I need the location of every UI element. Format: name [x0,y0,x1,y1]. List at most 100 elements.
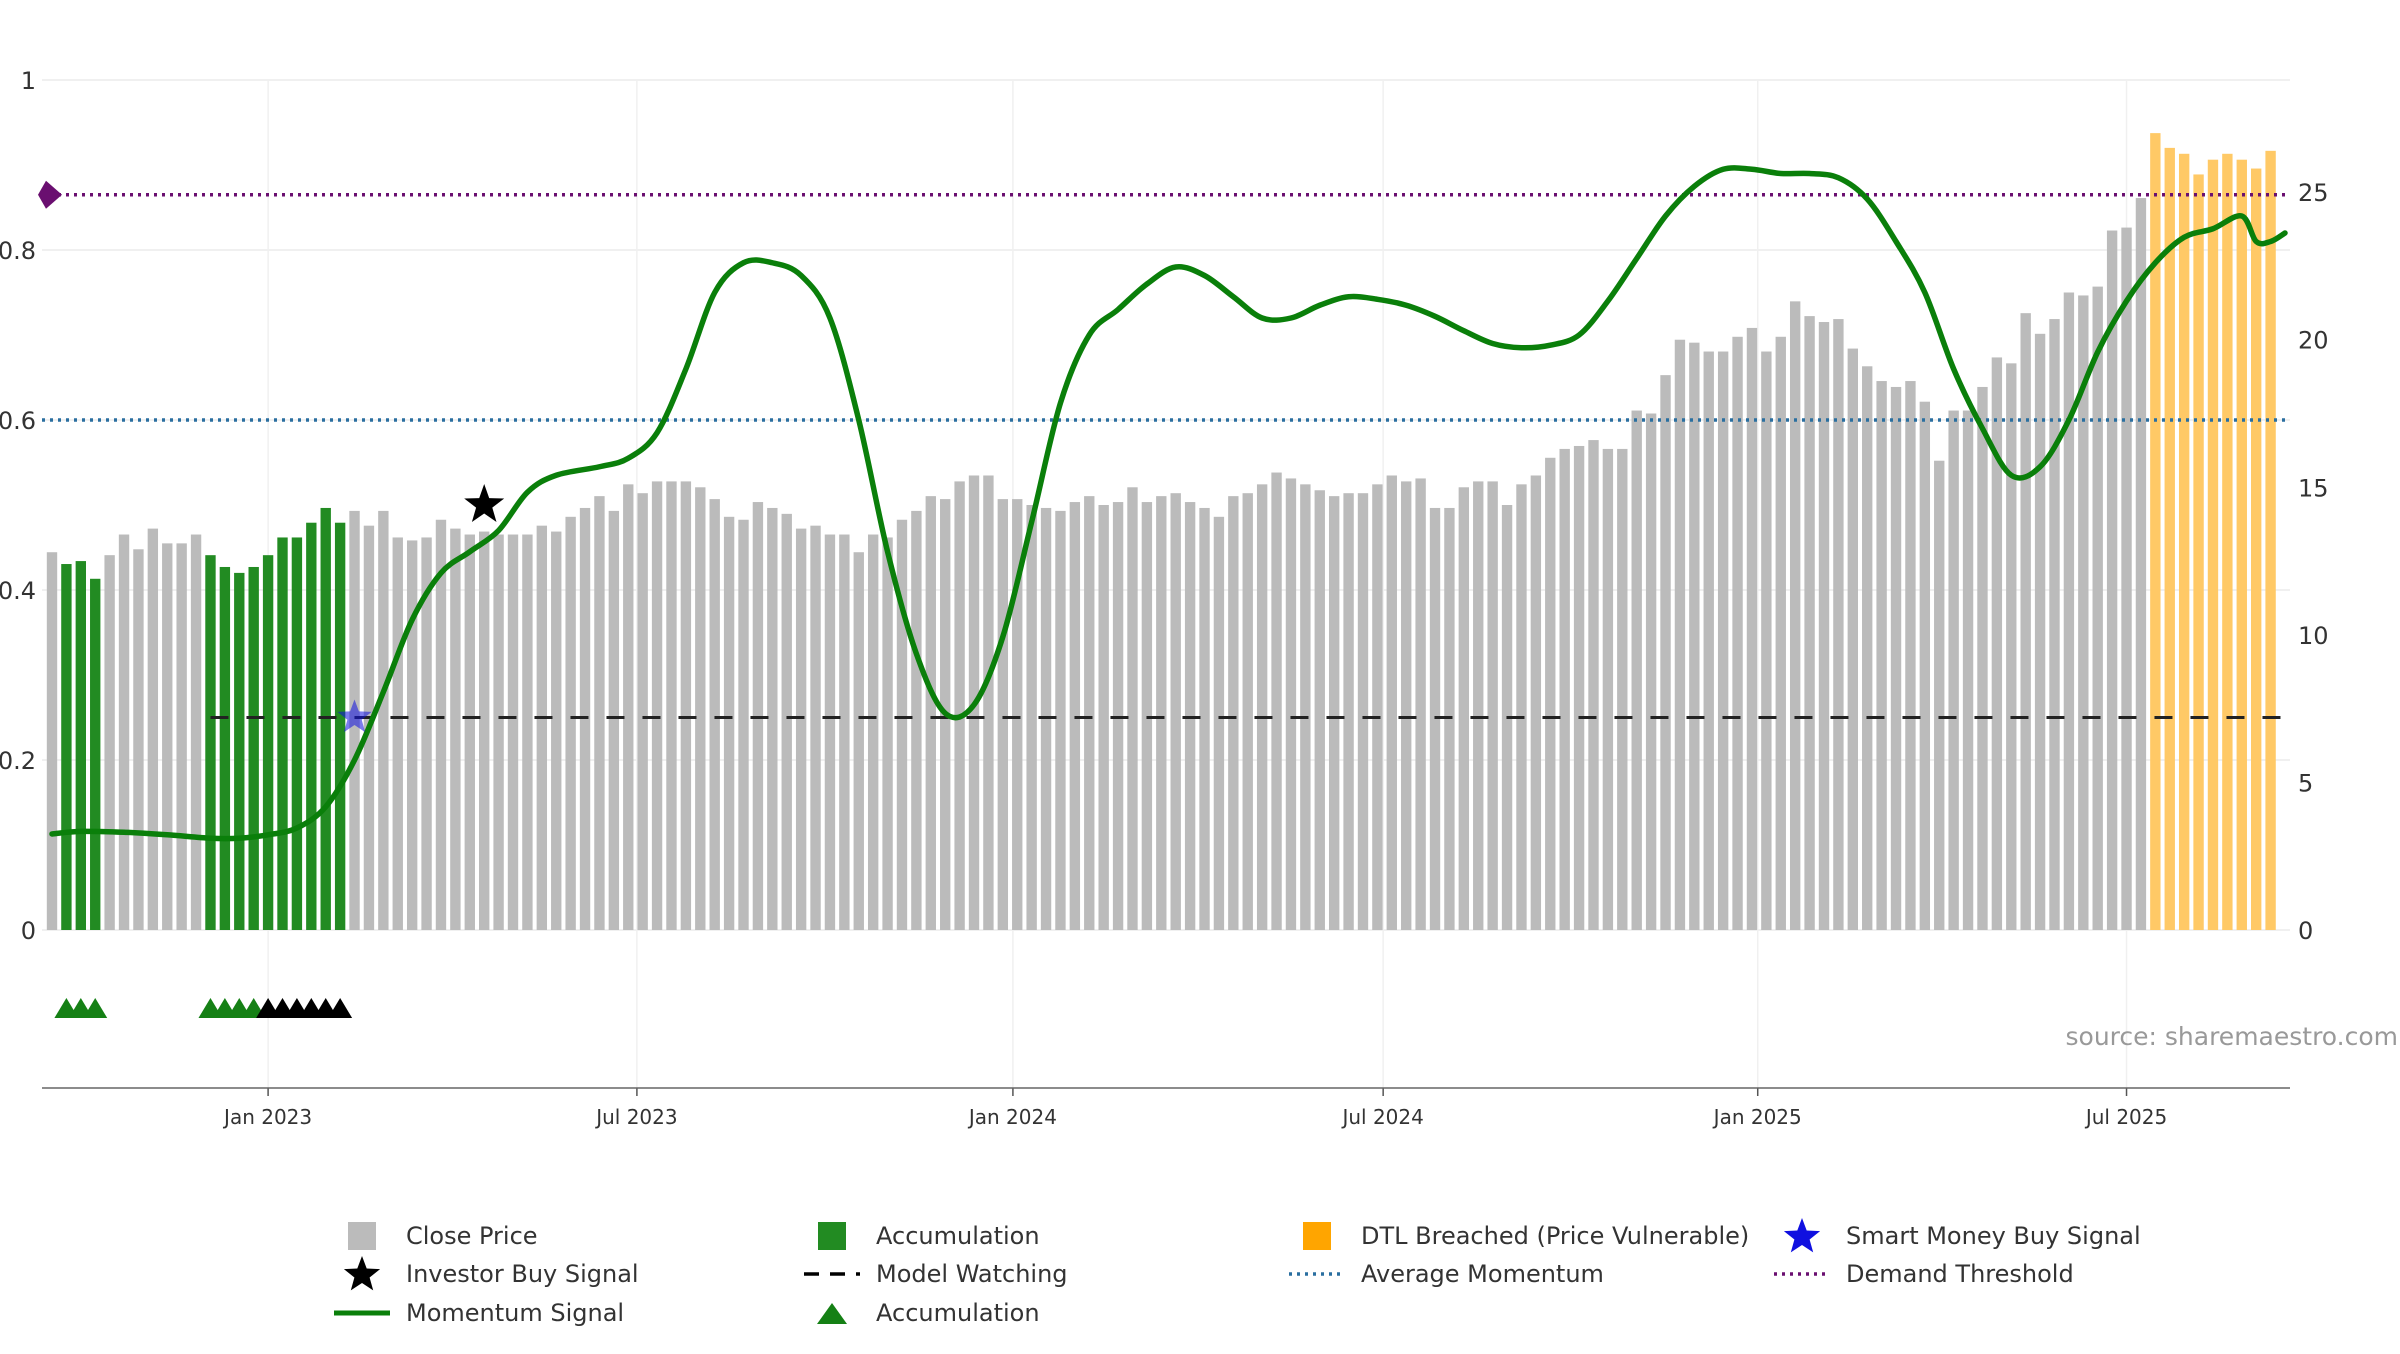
close-price-bar [1199,508,1209,930]
close-price-bar [1300,484,1310,930]
close-price-bar [724,517,734,930]
left-tick-label: 0.4 [0,577,36,605]
close-price-bar [1704,352,1714,930]
close-price-bar [637,493,647,930]
accumulation-bar [306,523,316,930]
close-price-bar [565,517,575,930]
close-price-bar [133,549,143,930]
close-price-bar [710,499,720,930]
close-price-bar [2136,198,2146,930]
right-tick-label: 15 [2298,474,2329,502]
close-price-bar [738,520,748,930]
close-price-bar [825,535,835,930]
close-price-bar [1718,352,1728,930]
close-price-bar [1214,517,1224,930]
close-price-bar [2035,334,2045,930]
close-price-bar [1732,337,1742,930]
accumulation-bar [234,573,244,930]
accumulation-bar [335,523,345,930]
close-price-bar [1848,349,1858,930]
close-price-bar [1329,496,1339,930]
breached-bar [2179,154,2189,930]
close-price-bar [493,535,503,930]
left-tick-label: 0.6 [0,407,36,435]
x-tick-label: Jul 2024 [1340,1105,1423,1129]
close-price-bar [47,552,57,930]
breached-bar [2251,169,2261,930]
close-price-bar [1819,322,1829,930]
breached-bar [2193,174,2203,930]
close-price-bar [1473,481,1483,930]
left-tick-label: 0.8 [0,237,36,265]
close-price-bar [176,543,186,930]
close-price-bar [796,529,806,930]
close-price-bar [1358,493,1368,930]
close-price-bar [954,481,964,930]
close-price-bar [1487,481,1497,930]
x-tick-label: Jul 2025 [2084,1105,2167,1129]
close-price-bar [1934,461,1944,930]
left-tick-label: 0 [21,917,36,945]
close-price-bar [839,535,849,930]
close-price-bar [1559,449,1569,930]
close-price-bar [1920,402,1930,930]
x-tick-label: Jul 2023 [594,1105,677,1129]
close-price-bar [393,537,403,930]
close-price-bar [407,540,417,930]
close-price-bar [594,496,604,930]
close-price-bar [998,499,1008,930]
close-price-bar [1415,478,1425,930]
close-price-bar [479,532,489,930]
close-price-bar [104,555,114,930]
close-price-bar [623,484,633,930]
close-price-bar [1689,343,1699,930]
close-price-bar [1891,387,1901,930]
x-tick-label: Jan 2023 [222,1105,312,1129]
accumulation-bar [277,537,287,930]
right-tick-label: 10 [2298,622,2329,650]
close-price-bar [450,529,460,930]
right-tick-label: 25 [2298,179,2329,207]
close-price-bar [1531,475,1541,930]
breached-bar [2265,151,2275,930]
close-price-bar [609,511,619,930]
close-price-bar [1761,352,1771,930]
close-price-bar [810,526,820,930]
breached-bar [2208,160,2218,930]
close-price-bar [767,508,777,930]
close-price-bar [695,487,705,930]
close-price-bar [1833,319,1843,930]
close-price-bar [191,535,201,930]
close-price-bar [1228,496,1238,930]
close-price-bar [1617,449,1627,930]
close-price-bar [1963,411,1973,930]
left-tick-label: 0.2 [0,747,36,775]
source-note: source: sharemaestro.com [2066,1022,2400,1051]
close-price-bar [1632,411,1642,930]
close-price-bar [782,514,792,930]
close-price-bar [1545,458,1555,930]
close-price-bar [1992,357,2002,930]
close-price-bar [1257,484,1267,930]
close-price-bar [1098,505,1108,930]
close-price-bar [537,526,547,930]
close-price-bar [1948,411,1958,930]
close-price-bar [1055,511,1065,930]
close-price-bar [1675,340,1685,930]
close-price-bar [854,552,864,930]
breached-bar [2237,160,2247,930]
close-price-bar [652,481,662,930]
close-price-bar [1603,449,1613,930]
close-price-bar [119,535,129,930]
close-price-bar [1459,487,1469,930]
close-price-bar [1574,446,1584,930]
x-tick-label: Jan 2025 [1712,1105,1802,1129]
close-price-bar [378,511,388,930]
close-price-bar [1804,316,1814,930]
close-price-bar [1171,493,1181,930]
close-price-bar [1343,493,1353,930]
accumulation-bar [220,567,230,930]
close-price-bar [1243,493,1253,930]
